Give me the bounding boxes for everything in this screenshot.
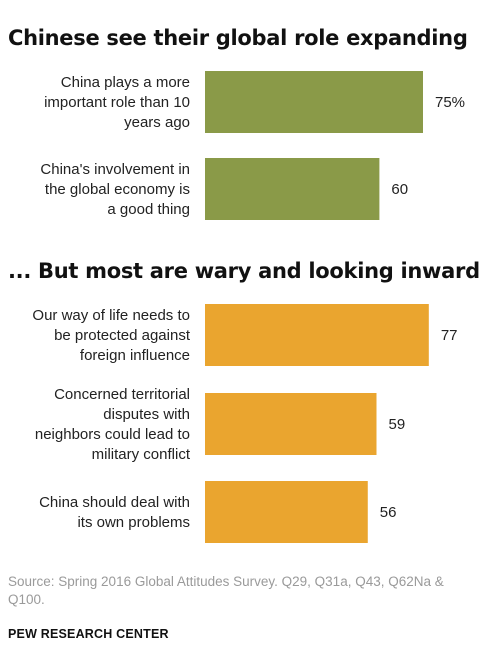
source-note: Source: Spring 2016 Global Attitudes Sur… xyxy=(8,574,444,607)
chart-title-2: ... But most are wary and looking inward xyxy=(8,259,480,283)
value-label-1-1: 75% xyxy=(435,94,465,111)
value-label-1-2: 60 xyxy=(391,181,408,198)
value-label-2-2: 59 xyxy=(388,416,405,433)
category-label-2-1: Our way of life needs to be protected aga… xyxy=(32,307,190,364)
bar-1-2 xyxy=(205,158,380,220)
category-label-2-2: Concerned territorial disputes with neighb… xyxy=(35,386,191,463)
chart-title-1: Chinese see their global role expanding xyxy=(8,26,468,50)
category-label-1-1: China plays a more important role than 10… xyxy=(44,74,190,131)
bar-2-2 xyxy=(205,393,377,455)
brand-label: PEW RESEARCH CENTER xyxy=(8,627,169,641)
bar-2-1 xyxy=(205,304,429,366)
category-label-1-2: China's involvement in the global economy… xyxy=(40,161,190,218)
value-label-2-3: 56 xyxy=(380,504,397,521)
category-label-2-3: China should deal with its own problems xyxy=(39,494,190,531)
bar-1-1 xyxy=(205,71,423,133)
bar-2-3 xyxy=(205,481,368,543)
value-label-2-1: 77 xyxy=(441,327,458,344)
